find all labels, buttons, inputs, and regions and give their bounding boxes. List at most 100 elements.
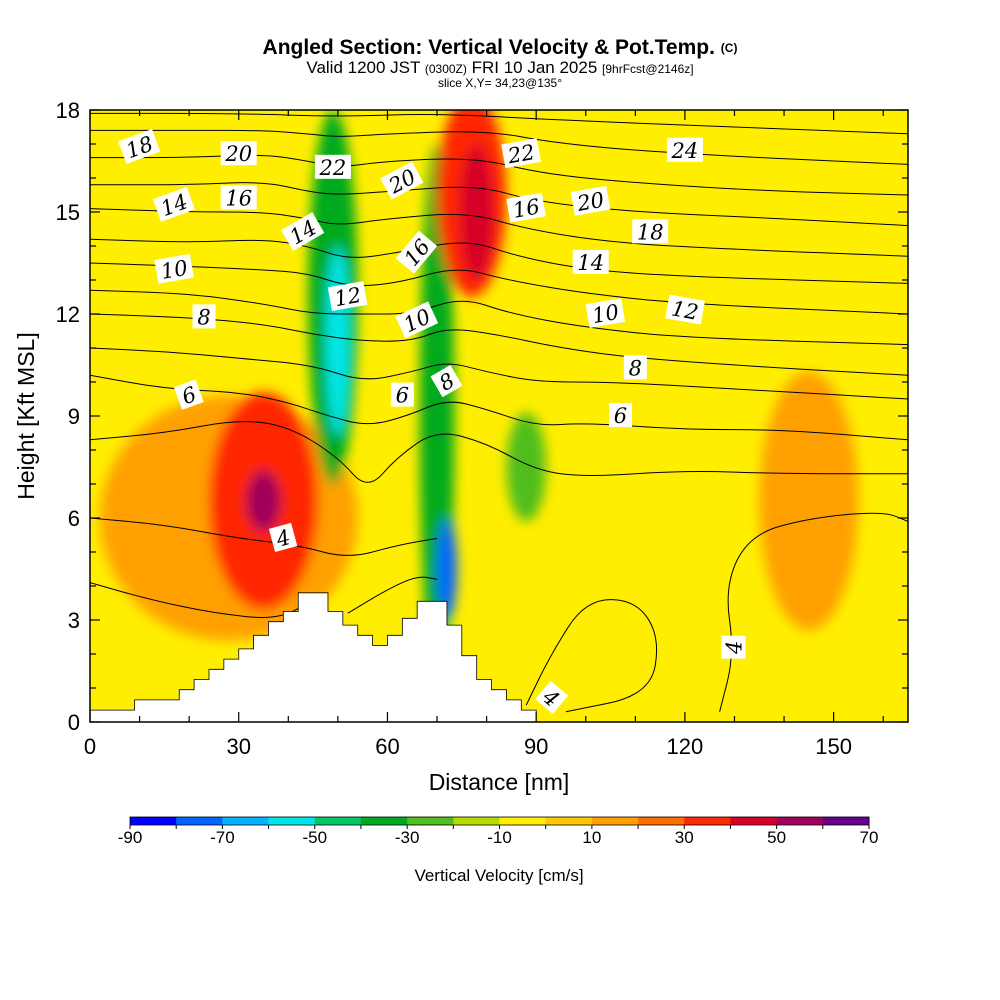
chart-title: Angled Section: Vertical Velocity & Pot.… (0, 36, 1000, 60)
x-tick-label: 60 (375, 734, 399, 759)
contour-label-18: 10 (585, 298, 626, 328)
w-feature-downdraft-lee-1-core (325, 246, 351, 437)
theta-contour-15 (90, 129, 908, 165)
contour-label-8: 12 (327, 281, 368, 311)
contour-label-box (395, 230, 438, 274)
contour-label-text: 20 (574, 188, 605, 216)
chart-title-block: Angled Section: Vertical Velocity & Pot.… (0, 36, 1000, 89)
theta-contour-1 (347, 576, 438, 614)
valid-time-utc: (0300Z) (424, 62, 467, 76)
w-feature-updraft-east-core (459, 144, 495, 280)
colorbar-tick-label: 10 (582, 828, 601, 847)
contour-label-box (152, 186, 195, 222)
contour-label-box (632, 219, 669, 244)
colorbar-tick-label: 30 (675, 828, 694, 847)
colorbar-swatch (130, 817, 177, 825)
theta-contour-7 (90, 347, 908, 400)
contour-label-13: 16 (506, 192, 546, 223)
theta-contour-10 (90, 262, 908, 315)
contour-label-text: 12 (333, 283, 363, 311)
contour-label-box (390, 382, 414, 407)
colorbar-swatch (822, 817, 870, 825)
w-feature-updraft-140 (759, 371, 859, 631)
colorbar-tick-label: -90 (118, 828, 143, 847)
y-tick-label: 12 (56, 302, 80, 327)
theta-contour-5 (90, 421, 908, 483)
valid-date: FRI 10 Jan 2025 (471, 58, 598, 77)
contour-label-box (585, 298, 626, 328)
contour-label-box (535, 680, 569, 715)
copyright-mark: (C) (720, 41, 738, 55)
theta-contour-9 (90, 289, 908, 346)
y-tick-label: 6 (68, 506, 80, 531)
contour-label-box (192, 304, 216, 329)
colorbar-swatch (545, 817, 593, 825)
theta-contour-12 (90, 208, 908, 257)
contour-label-text: 24 (671, 139, 699, 163)
colorbar-swatch (591, 817, 639, 825)
contour-label-11: 6 (390, 382, 414, 408)
contour-label-box (608, 403, 632, 427)
contour-label-14: 24 (666, 137, 703, 163)
x-tick-label: 150 (815, 734, 852, 759)
colorbar-swatch (499, 817, 547, 825)
colorbar-swatch (638, 817, 685, 825)
contour-label-text: 12 (670, 296, 700, 324)
vertical-velocity-field (99, 110, 859, 688)
contour-label-text: 18 (637, 220, 664, 244)
contour-label-17: 14 (572, 250, 609, 275)
colorbar-tick-label: -70 (210, 828, 235, 847)
colorbar-tick-label: -10 (487, 828, 512, 847)
contour-label-box (220, 185, 257, 210)
y-axis: 0 3 6 9 12 15 18 (56, 98, 908, 735)
contour-label-box (395, 301, 439, 339)
colorbar-tick-label: 50 (767, 828, 786, 847)
contour-label-19: 12 (665, 294, 705, 325)
contour-label-text: 14 (577, 251, 604, 275)
contour-label-box (380, 161, 424, 200)
contour-label-21: 6 (608, 403, 632, 428)
x-tick-label: 90 (524, 734, 548, 759)
contour-label-text: 4 (722, 641, 746, 655)
theta-contour-6 (90, 374, 908, 441)
theta-contour-2 (90, 517, 438, 556)
contour-label-box (314, 154, 351, 179)
contour-label-box (118, 129, 161, 164)
contour-label-25: 4 (268, 522, 298, 553)
contour-label-text: 6 (614, 404, 627, 428)
contour-label-box (623, 355, 647, 380)
contour-label-text: 16 (225, 186, 252, 210)
y-axis-title: Height [Kft MSL] (13, 332, 39, 499)
contour-label-text: 10 (590, 300, 620, 328)
colorbar-swatch (453, 817, 500, 825)
colorbar-tick-label: 70 (860, 828, 879, 847)
colorbar-tick-label: -50 (302, 828, 327, 847)
colorbar-swatch (360, 817, 408, 825)
w-feature-updraft-west-max (246, 470, 281, 532)
contour-label-text: 8 (197, 305, 210, 329)
contour-label-26: 4 (721, 635, 746, 659)
colorbar-swatch (684, 817, 731, 825)
colorbar-title: Vertical Velocity [cm/s] (414, 866, 583, 885)
colorbar-swatch (176, 817, 223, 825)
slice-info: slice X,Y= 34,23@135° (437, 76, 563, 90)
contour-label-15: 20 (570, 185, 611, 216)
contour-label-text: 8 (629, 356, 642, 380)
theta-contour-0 (90, 582, 314, 618)
contour-label-box (572, 250, 609, 274)
theta-contour-11 (90, 238, 908, 284)
contour-label-1: 20 (220, 141, 257, 166)
contour-label-box (501, 138, 541, 169)
y-tick-label: 9 (68, 404, 80, 429)
colorbar-swatch (730, 817, 778, 825)
w-feature-downdraft-90 (506, 412, 547, 522)
contour-label-24: 6 (173, 379, 204, 410)
contour-label-box (327, 281, 368, 311)
contour-label-box (665, 294, 705, 325)
colorbar: -90 -70 -50 -30 -10 10 30 50 70 (118, 816, 879, 847)
contour-label-box (430, 364, 463, 398)
contour-label-23: 8 (192, 304, 216, 329)
contour-label-12: 22 (501, 138, 541, 169)
